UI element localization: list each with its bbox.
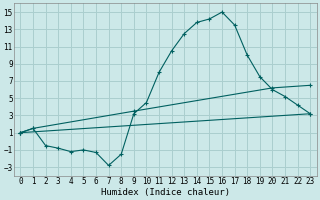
X-axis label: Humidex (Indice chaleur): Humidex (Indice chaleur) <box>101 188 230 197</box>
